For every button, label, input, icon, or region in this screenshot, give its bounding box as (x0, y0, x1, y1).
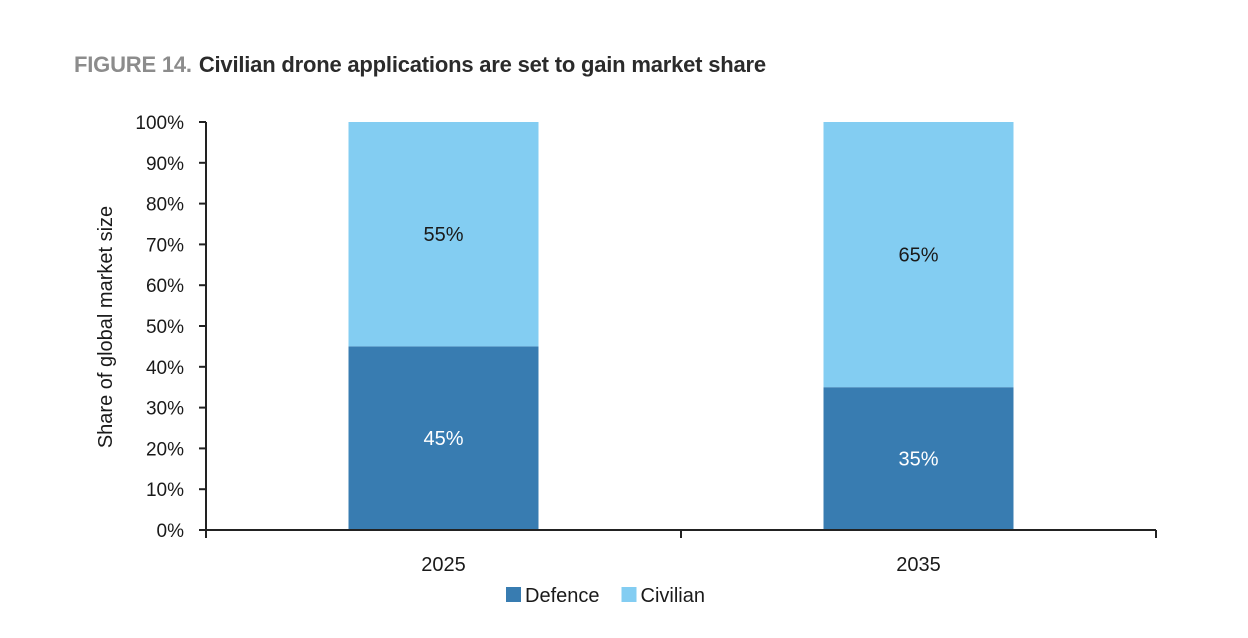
legend-swatch-civilian (621, 587, 637, 602)
y-tick-label: 80% (146, 195, 184, 216)
figure-title-text: Civilian drone applications are set to g… (198, 52, 766, 77)
figure-label: FIGURE 14. (74, 52, 192, 77)
y-tick-label: 100% (135, 113, 184, 134)
legend-swatch-defence (506, 587, 521, 602)
legend: Defence Civilian (506, 585, 705, 607)
y-axis-title: Share of global market size (95, 206, 117, 448)
y-tick-label: 20% (146, 439, 184, 460)
axes-layer: 0% 10% 20% 30% 40% 50% 60% 70% 80% 90% 100% 2025 203… (95, 113, 1157, 576)
legend-label-civilian: Civilian (641, 585, 705, 607)
y-tick-label: 30% (146, 399, 184, 420)
data-label-defence-2025: 45% (423, 428, 463, 450)
legend-label-defence: Defence (525, 585, 600, 607)
bar-defence-2035 (823, 387, 1014, 530)
y-tick-label: 10% (146, 480, 184, 501)
x-tick-label-2025: 2025 (421, 554, 466, 576)
bars-layer (348, 122, 1014, 530)
figure-title: FIGURE 14. Civilian drone applications ar… (74, 52, 766, 78)
labels-layer: 45% 55% 35% 65% (423, 224, 938, 470)
bar-defence-2025 (348, 346, 539, 530)
data-label-defence-2035: 35% (898, 449, 938, 471)
y-tick-label: 90% (146, 154, 184, 175)
y-tick-label: 50% (146, 317, 184, 338)
y-tick-label: 60% (146, 276, 184, 297)
bar-civilian-2025 (348, 122, 539, 347)
data-label-civilian-2025: 55% (423, 224, 463, 246)
bar-civilian-2035 (823, 122, 1014, 388)
x-tick-label-2035: 2035 (896, 554, 941, 576)
y-tick-label: 70% (146, 235, 184, 256)
y-tick-label: 40% (146, 358, 184, 379)
data-label-civilian-2035: 65% (898, 245, 938, 267)
y-tick-label: 0% (157, 521, 185, 542)
